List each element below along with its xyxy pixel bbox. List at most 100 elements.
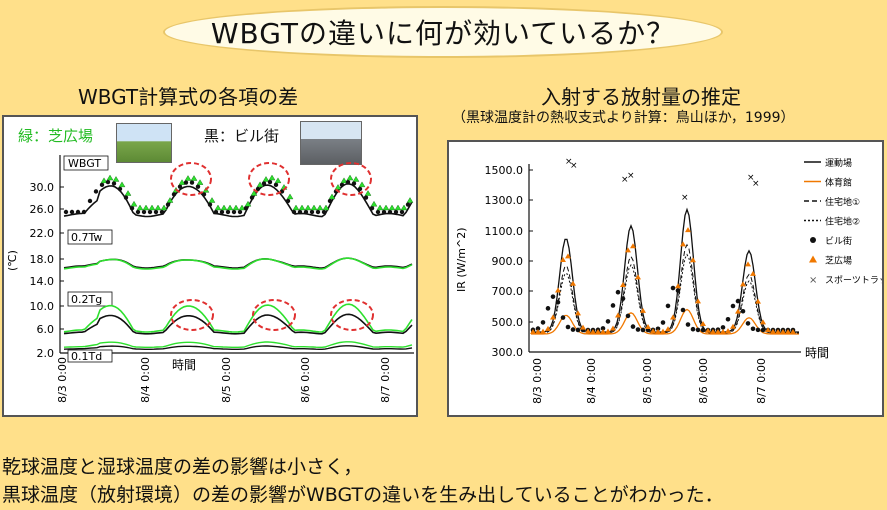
panel-label-td: 0.1Td [71,350,102,363]
ir-point-shibahiroba [775,328,781,334]
ir-point-shibahiroba [565,253,571,259]
wbgt-black-point [363,195,369,200]
left-ytick-label: 30.0 [30,181,55,194]
ir-point-shibahiroba [725,328,731,334]
ir-point-shibahiroba [570,280,576,286]
right-subheading: （黒球温度計の熱収支式より計算：鳥山ほか，1999） [452,110,795,126]
ir-point-biru [635,327,641,332]
wbgt-green-point [382,204,390,211]
wbgt-black-point [123,195,129,200]
ir-point-track: × [565,157,573,167]
ir-point-biru [660,320,666,325]
ir-point-biru [550,294,556,299]
ir-point-track: × [621,175,629,185]
ir-point-shibahiroba [780,328,786,334]
left-chart-panel: 緑：芝広場 黒：ビル街 30.0 26.0 22.0 18.0 14.0 10.0 6.0 2… [2,115,418,417]
ir-point-shibahiroba [765,327,771,333]
ir-point-shibahiroba [630,243,636,249]
wbgt-black-point [237,209,243,215]
wbgt-green-point [274,177,282,184]
wbgt-green-point [238,204,246,211]
left-ytick-label: 22.0 [30,227,55,240]
wbgt-green-point [232,204,240,211]
wbgt-black-point [99,182,105,188]
ir-point-biru [760,327,766,333]
ir-point-track: × [570,161,578,171]
ir-point-biru [725,316,731,322]
ir-point-biru [695,327,701,333]
wbgt-green-point [142,204,150,211]
ir-point-shibahiroba [550,314,556,320]
wbgt-black-point [345,179,351,185]
ir-point-biru [535,326,541,331]
right-ytick-label: 700.0 [492,285,524,298]
legend-label: 住宅地② [825,216,860,228]
left-xtick-label: 8/7 0:00 [379,357,392,403]
wbgt-black-point [81,209,87,215]
ir-point-shibahiroba [545,325,551,331]
ir-point-track: × [627,171,635,181]
ir-point-biru [750,326,756,332]
wbgt-black-point [291,209,297,215]
wbgt-green-point [100,177,108,184]
right-heading: 入射する放射量の推定 [541,85,741,109]
wbgt-green-point [178,179,186,185]
ir-point-biru [575,327,581,333]
right-ytick-label: 1300.0 [485,194,524,207]
wbgt-green-point [262,176,270,182]
tw-green-series [63,257,413,270]
street-photo [300,121,362,165]
legend-swatch [809,255,817,263]
ir-point-shibahiroba [575,310,581,316]
wbgt-green-point [406,197,414,203]
left-xtick-label: 8/6 0:00 [299,357,312,403]
ir-point-shibahiroba [640,307,646,313]
ir-point-biru [680,307,686,313]
wbgt-black-point [351,181,357,186]
ir-point-shibahiroba [585,328,591,334]
wbgt-black-point [165,202,171,207]
wbgt-black-point [255,186,261,192]
wbgt-black-point [129,206,135,211]
left-xtick-label: 8/5 0:00 [220,357,233,403]
right-ytick-label: 1500.0 [485,164,524,177]
ir-point-shibahiroba [530,328,536,334]
left-ylabel: (℃) [6,250,19,271]
wbgt-green-point [268,174,276,181]
ir-point-biru [555,299,561,305]
ir-point-shibahiroba [540,328,546,334]
left-ytick-label: 18.0 [30,253,55,266]
right-xtick-label: 8/3 0:00 [531,358,544,404]
ir-point-shibahiroba [745,261,751,267]
wbgt-green-point [364,190,372,196]
ir-point-shibahiroba [740,281,746,287]
ir-point-biru [700,327,706,333]
panel-label-tw: 0.7Tw [71,231,102,244]
ir-point-biru [755,327,761,333]
ir-point-biru [735,298,741,304]
wbgt-black-point [111,181,117,186]
right-ytick-label: 500.0 [492,316,524,329]
wbgt-green-point [298,204,306,211]
wbgt-green-point [292,204,300,211]
left-ytick-label: 2.0 [37,347,55,360]
wbgt-green-point [256,181,264,188]
wbgt-black-point [327,198,333,204]
wbgt-black-point [261,181,267,186]
wbgt-black-point [357,186,363,192]
ir-point-biru [565,324,571,330]
wbgt-green-point [166,197,174,203]
wbgt-black-point [153,209,159,215]
wbgt-black-point [231,209,237,215]
wbgt-black-point [75,209,81,215]
wbgt-green-point [130,200,138,207]
ir-point-shibahiroba [580,324,586,330]
wbgt-green-point [148,204,156,211]
ir-point-shibahiroba [770,328,776,334]
wbgt-black-point [183,180,189,185]
wbgt-green-point [196,179,204,185]
ir-point-shibahiroba [560,257,566,263]
wbgt-green-point [340,177,348,184]
wbgt-black-point [219,209,225,215]
wbgt-green-point [190,175,198,181]
